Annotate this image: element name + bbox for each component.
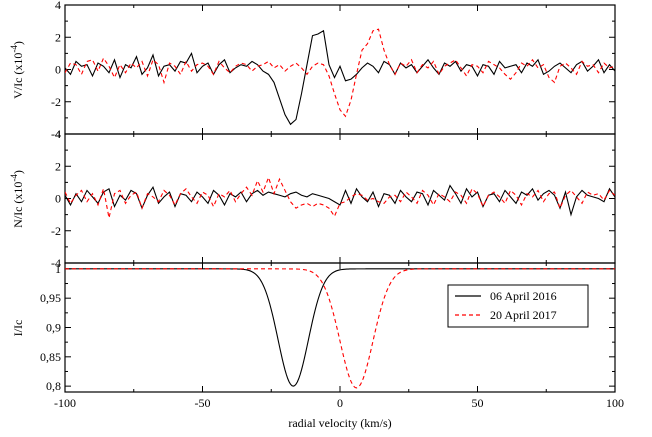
top-ylabel-exponent: -4 <box>9 45 19 53</box>
middle-ylabel-exponent: -4 <box>9 174 19 182</box>
middle-ytick-label: 0 <box>55 192 61 206</box>
top-panel-ylabel: V/Ic (x10-4) <box>9 41 25 99</box>
middle-ytick-label: 4 <box>55 127 61 141</box>
bottom-ytick-label: 0,8 <box>46 379 61 393</box>
panel-frame-middle <box>64 133 616 264</box>
top-ytick-label: 4 <box>55 0 61 12</box>
top-ytick-label: -4 <box>51 127 61 141</box>
middle-ylabel-main: N/Ic (x10 <box>11 182 25 228</box>
bottom-panel-ticks: 0,8 0,85 0,9 0,95 1 -100 -50 0 50 100 <box>40 262 624 410</box>
top-series-2017 <box>65 28 615 118</box>
xtick-label: 50 <box>472 396 484 410</box>
top-ytick-label: 2 <box>55 30 61 44</box>
middle-ytick-label: -2 <box>51 224 61 238</box>
middle-series-2017 <box>65 175 615 218</box>
legend: 06 April 2016 20 April 2017 <box>447 284 589 328</box>
top-ylabel-close: ) <box>11 41 25 45</box>
bottom-panel-series <box>65 268 615 389</box>
legend-label-2016: 06 April 2016 <box>490 289 557 303</box>
bottom-panel-ylabel: I/Ic <box>11 320 25 337</box>
top-panel-ticks: -4 -2 0 2 4 <box>51 0 616 141</box>
bottom-ytick-label: 0,9 <box>46 321 61 335</box>
top-ylabel-main: V/Ic (x10 <box>11 53 25 99</box>
top-ytick-label: 0 <box>55 63 61 77</box>
bottom-ytick-label: 1 <box>55 262 61 276</box>
xtick-label: 0 <box>337 396 343 410</box>
xtick-label: -100 <box>54 396 76 410</box>
xtick-label: -50 <box>195 396 211 410</box>
middle-series-2016 <box>65 184 615 217</box>
top-ytick-label: -2 <box>51 95 61 109</box>
x-axis-title: radial velocity (km/s) <box>288 416 391 430</box>
panel-frame-top <box>64 4 616 135</box>
middle-panel-ylabel: N/Ic (x10-4) <box>9 170 25 228</box>
legend-label-2017: 20 April 2017 <box>490 308 557 322</box>
middle-ylabel-close: ) <box>11 170 25 174</box>
bottom-series-2017 <box>65 268 615 389</box>
bottom-ytick-label: 0,85 <box>40 350 61 364</box>
legend-box <box>447 284 589 328</box>
top-series-2016 <box>65 29 615 126</box>
middle-panel-ticks: -4 -2 0 2 4 <box>51 127 616 270</box>
middle-ytick-label: -4 <box>51 256 61 270</box>
bottom-ytick-label: 0,95 <box>40 291 61 305</box>
xtick-label: 100 <box>606 396 624 410</box>
middle-panel-series <box>65 175 615 218</box>
middle-ytick-label: 2 <box>55 159 61 173</box>
top-panel-series <box>65 28 615 126</box>
